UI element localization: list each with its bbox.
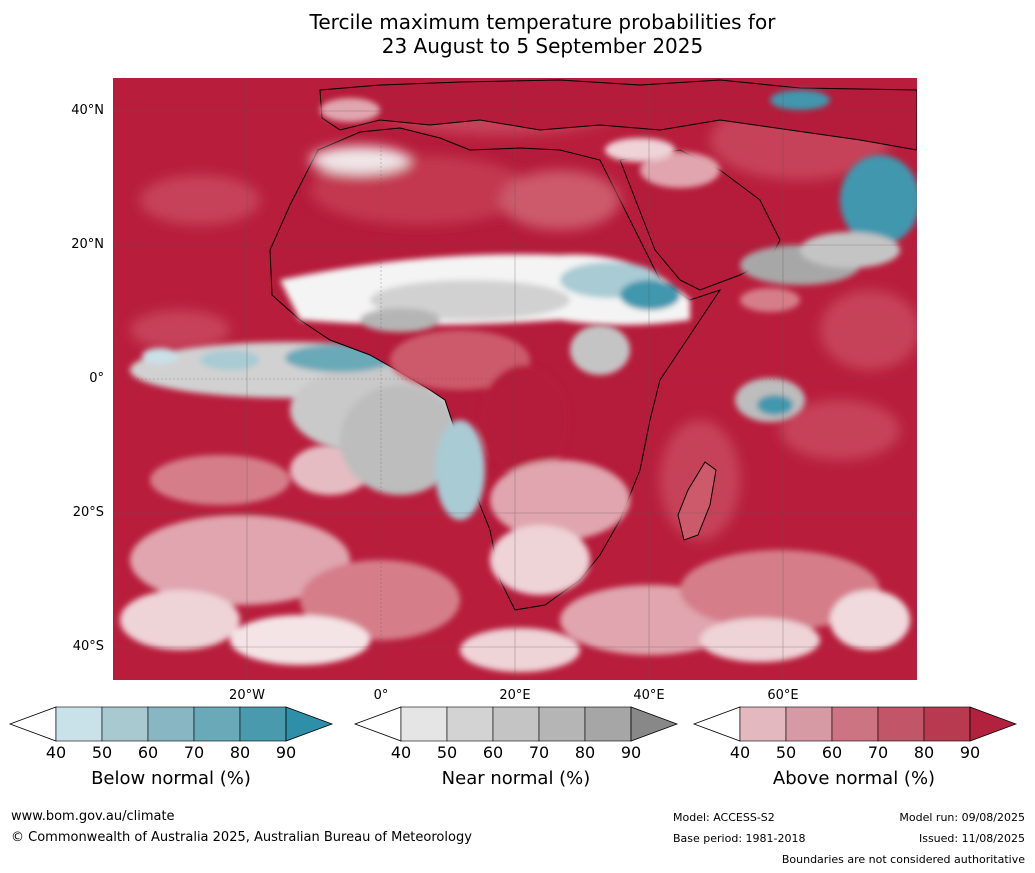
central-africa-patches — [390, 325, 630, 595]
footer-base-period: Base period: 1981-2018 — [673, 832, 806, 845]
colorbar-below-tick-label: 80 — [229, 743, 251, 762]
footer-issued: Issued: 11/08/2025 — [918, 832, 1025, 845]
southern-ocean-patches — [120, 445, 910, 672]
colorbar-label-above: Above normal (%) — [772, 768, 936, 789]
lon-label-60e: 60°E — [767, 688, 799, 703]
lat-label-40s: 40°S — [72, 639, 104, 654]
colorbar-near-normal — [353, 706, 679, 742]
lon-label-20w: 20°W — [229, 688, 265, 703]
colorbar-above-tick-label: 90 — [959, 743, 981, 762]
colorbar-near-tick-label: 70 — [528, 743, 550, 762]
colorbar-above-tick-label: 80 — [913, 743, 935, 762]
colorbar-below-segment — [101, 706, 149, 742]
colorbar-near-segment — [584, 706, 632, 742]
colorbar-below-normal — [8, 706, 334, 742]
colorbar-near-tick-label: 60 — [482, 743, 504, 762]
lat-label-20n: 20°N — [71, 237, 104, 252]
colorbar-above-tick-label: 40 — [729, 743, 751, 762]
lon-label-20e: 20°E — [499, 688, 531, 703]
colorbar-label-near: Near normal (%) — [441, 768, 591, 789]
colorbar-below-low-extend — [8, 706, 57, 742]
madagascar — [677, 461, 717, 541]
lon-label-0: 0° — [373, 688, 389, 703]
sahel-near-normal-band — [280, 254, 690, 332]
colorbar-near-tick-label: 80 — [574, 743, 596, 762]
colorbar-above-tick-label: 70 — [867, 743, 889, 762]
colorbar-below-segment — [55, 706, 103, 742]
colorbar-above-tick-label: 60 — [821, 743, 843, 762]
tercile-probability-map — [113, 78, 917, 680]
colorbar-above-normal — [692, 706, 1018, 742]
footer-model-run: Model run: 09/08/2025 — [899, 811, 1025, 824]
map-title-line2: 23 August to 5 September 2025 — [381, 34, 704, 58]
colorbar-below-segment — [193, 706, 241, 742]
lon-label-40e: 40°E — [633, 688, 665, 703]
colorbar-near-segment — [492, 706, 540, 742]
map-title-line1: Tercile maximum temperature probabilitie… — [309, 10, 776, 34]
gridlines — [113, 78, 917, 680]
footer-copyright: © Commonwealth of Australia 2025, Austra… — [11, 830, 472, 845]
colorbar-near-tick-label: 90 — [620, 743, 642, 762]
footer-disclaimer: Boundaries are not considered authoritat… — [781, 853, 1025, 866]
colorbar-near-segment — [538, 706, 586, 742]
colorbar-above-segment — [739, 706, 787, 742]
sahara-patches — [310, 146, 620, 230]
colorbar-above-low-extend — [692, 706, 741, 742]
europe-landmass — [319, 79, 917, 151]
europe-patches — [320, 90, 830, 162]
colorbar-label-below: Below normal (%) — [91, 768, 251, 789]
colorbar-above-high-extend — [969, 706, 1018, 742]
colorbar-above-segment — [831, 706, 879, 742]
colorbar-below-high-extend — [285, 706, 334, 742]
colorbar-below-tick-label: 60 — [137, 743, 159, 762]
colorbar-below-segment — [147, 706, 195, 742]
footer-model: Model: ACCESS-S2 — [673, 811, 775, 824]
lat-label-20s: 20°S — [72, 505, 104, 520]
lat-label-40n: 40°N — [71, 103, 104, 118]
colorbar-above-segment — [923, 706, 971, 742]
colorbar-near-segment — [400, 706, 448, 742]
colorbar-near-high-extend — [630, 706, 679, 742]
colorbar-near-tick-label: 40 — [390, 743, 412, 762]
colorbar-above-tick-label: 50 — [775, 743, 797, 762]
colorbar-below-tick-label: 40 — [45, 743, 67, 762]
footer-url: www.bom.gov.au/climate — [11, 809, 175, 824]
colorbar-near-low-extend — [353, 706, 402, 742]
colorbar-below-tick-label: 90 — [275, 743, 297, 762]
colorbar-above-segment — [877, 706, 925, 742]
colorbar-below-tick-label: 50 — [91, 743, 113, 762]
colorbar-near-segment — [446, 706, 494, 742]
colorbar-below-segment — [239, 706, 287, 742]
lat-label-0: 0° — [89, 371, 104, 386]
colorbar-below-tick-label: 70 — [183, 743, 205, 762]
middle-east-patches — [640, 152, 917, 422]
colorbar-above-segment — [785, 706, 833, 742]
colorbar-near-tick-label: 50 — [436, 743, 458, 762]
